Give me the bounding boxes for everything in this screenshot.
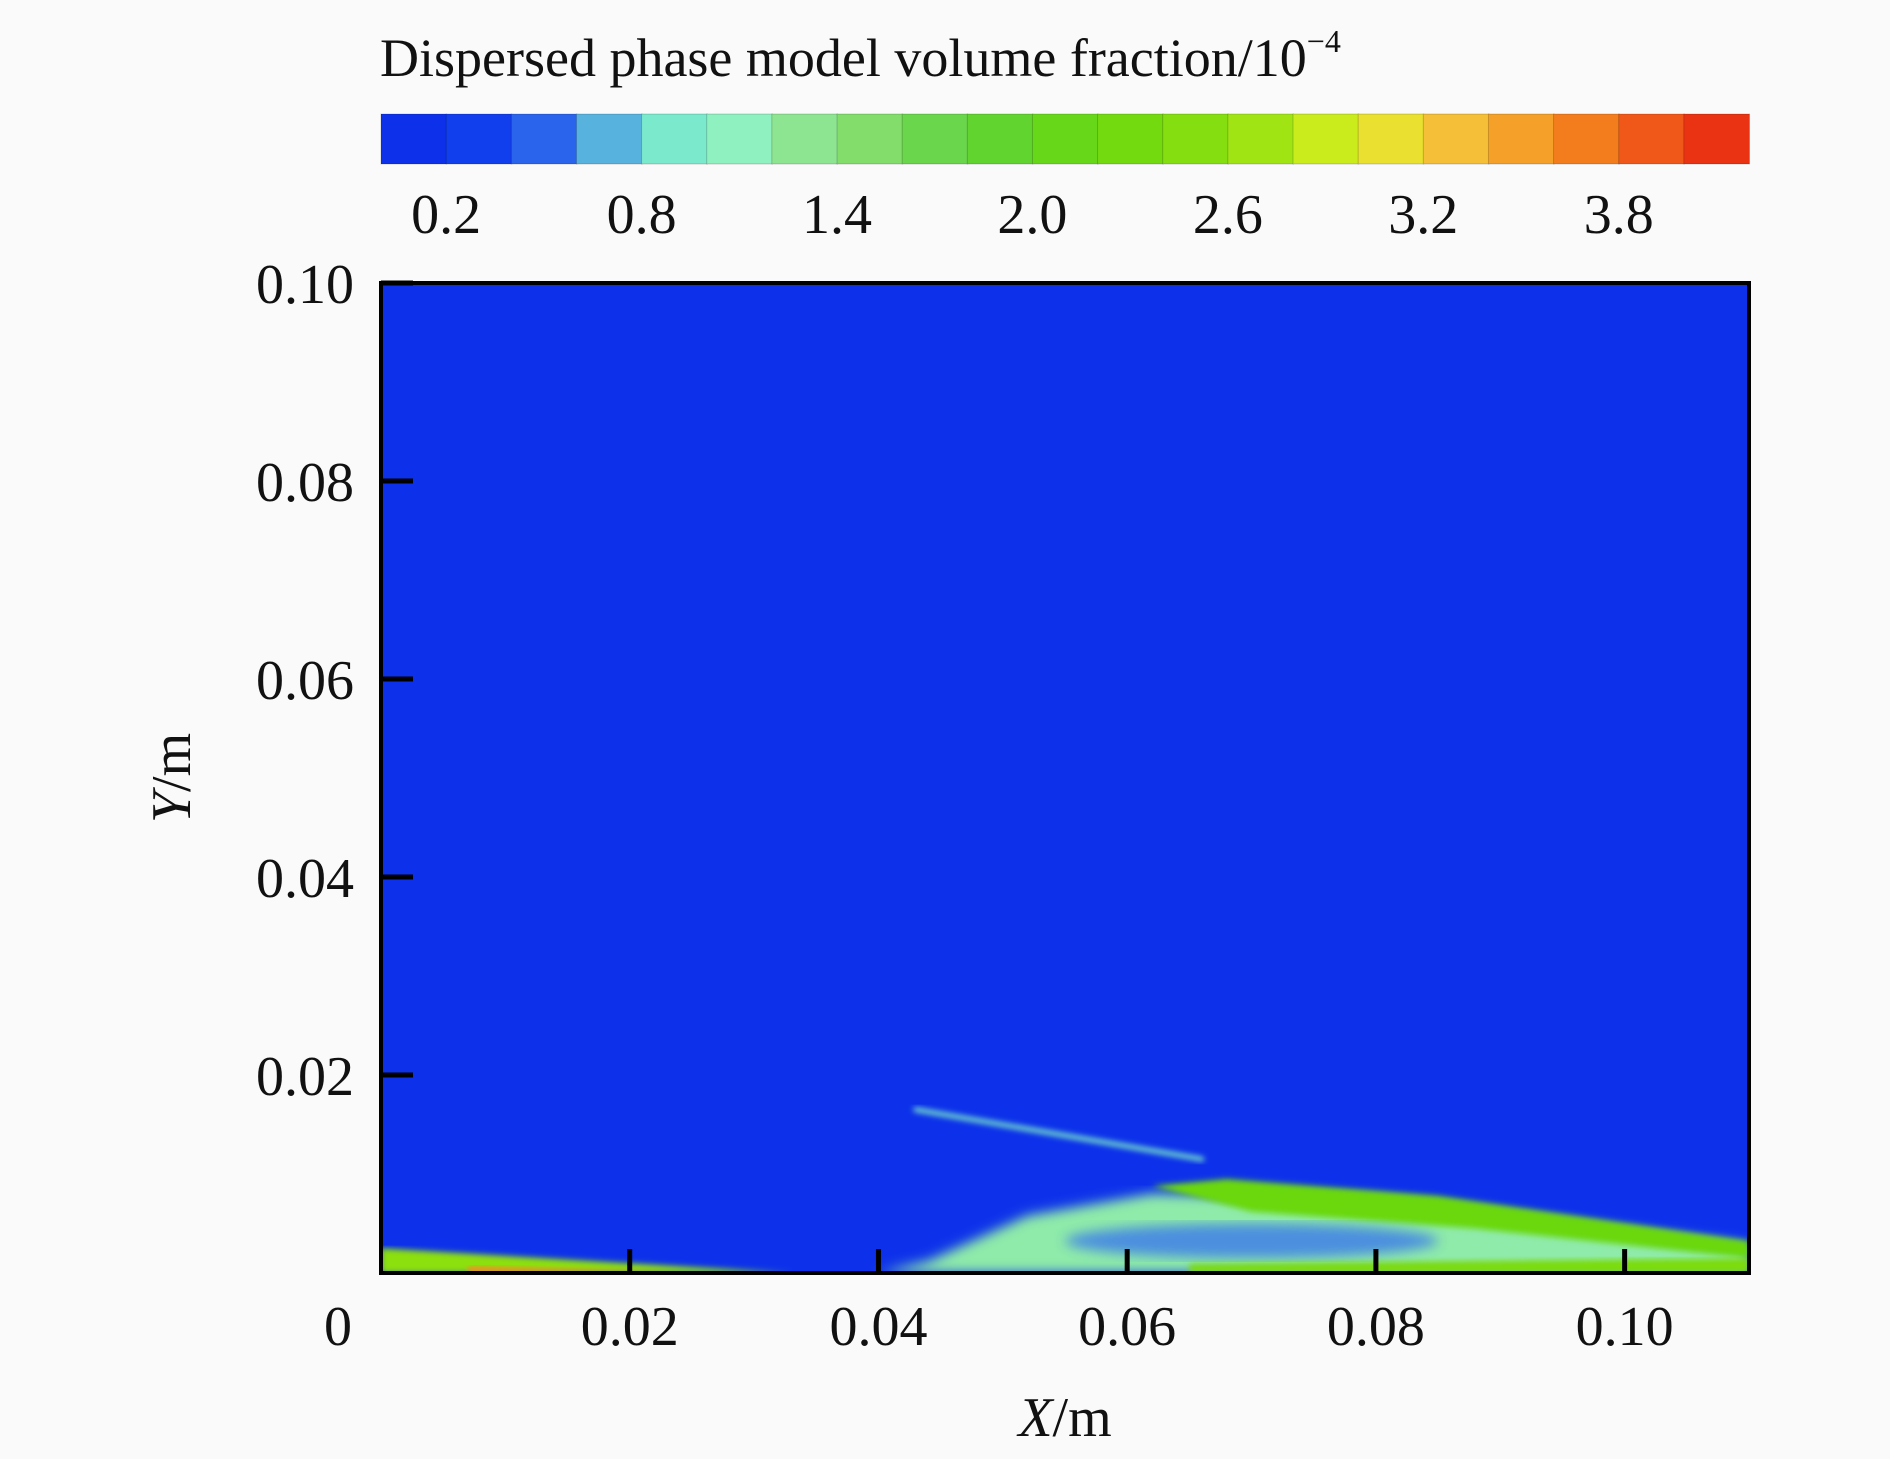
colorbar-segment <box>1683 113 1751 165</box>
colorbar-tick-label: 3.2 <box>1388 184 1458 246</box>
colorbar-segment <box>1618 113 1685 165</box>
colorbar-tick-label: 3.8 <box>1584 184 1654 246</box>
y-axis-name: Y <box>141 786 203 823</box>
volume-fraction-field <box>381 1107 1749 1273</box>
y-axis-title: Y/m <box>141 733 203 823</box>
y-tick-label: 0.04 <box>256 848 354 910</box>
colorbar-segment <box>1031 113 1099 165</box>
colorbar-segment <box>641 113 708 165</box>
colorbar-segment <box>575 113 643 165</box>
colorbar-segment <box>380 113 448 165</box>
colorbar-segment <box>445 113 513 165</box>
colorbar-segment <box>1227 113 1295 165</box>
field-region <box>913 1107 1205 1162</box>
y-axis-ticks: 0.02 0.04 0.06 0.08 0.10 <box>256 254 413 1108</box>
x-tick-label: 0.10 <box>1576 1296 1674 1358</box>
colorbar-segment <box>1357 113 1425 165</box>
field-region <box>1065 1223 1439 1259</box>
colorbar-tick-labels: 0.2 0.8 1.4 2.0 2.6 3.2 3.8 <box>411 184 1654 246</box>
colorbar-tick-label: 1.4 <box>802 184 872 246</box>
colorbar-tick-label: 0.8 <box>607 184 677 246</box>
colorbar-segment <box>1097 113 1164 165</box>
y-tick-label: 0.06 <box>256 650 354 712</box>
x-tick-label: 0 <box>324 1296 352 1358</box>
colorbar-segment <box>901 113 969 165</box>
colorbar-segment <box>1553 113 1620 165</box>
x-tick-label: 0.06 <box>1078 1296 1176 1358</box>
colorbar-title-exponent: −4 <box>1307 23 1341 59</box>
colorbar-segment <box>1487 113 1555 165</box>
plot-area <box>381 283 1749 1273</box>
x-tick-label: 0.02 <box>581 1296 679 1358</box>
x-axis-title: X/m <box>1016 1387 1111 1449</box>
colorbar-title-text: Dispersed phase model volume fraction/10 <box>380 28 1307 88</box>
colorbar-segment <box>1292 113 1360 165</box>
plot-frame <box>379 281 1751 1275</box>
y-tick-label: 0.10 <box>256 254 354 316</box>
x-tick-label: 0.08 <box>1327 1296 1425 1358</box>
colorbar-tick-label: 2.0 <box>997 184 1067 246</box>
x-axis-name: X <box>1016 1387 1055 1449</box>
colorbar-segment <box>771 113 838 165</box>
colorbar-segment <box>836 113 904 165</box>
colorbar-tick-label: 0.2 <box>411 184 481 246</box>
colorbar-segment <box>966 113 1034 165</box>
colorbar-segment <box>706 113 773 165</box>
x-axis-ticks: 0 0.02 0.04 0.06 0.08 0.10 <box>324 1249 1674 1358</box>
colorbar-segment <box>1422 113 1490 165</box>
field-region <box>1152 1179 1749 1259</box>
y-axis-unit: /m <box>141 733 203 792</box>
colorbar-tick-label: 2.6 <box>1193 184 1263 246</box>
field-background <box>381 283 1749 1273</box>
colorbar <box>380 113 1751 165</box>
colorbar-segment <box>510 113 578 165</box>
x-tick-label: 0.04 <box>829 1296 927 1358</box>
y-tick-label: 0.02 <box>256 1046 354 1108</box>
colorbar-title: Dispersed phase model volume fraction/10… <box>380 23 1341 88</box>
y-tick-label: 0.08 <box>256 452 354 514</box>
x-axis-unit: /m <box>1053 1387 1112 1449</box>
colorbar-segment <box>1162 113 1229 165</box>
field-region <box>1189 1258 1749 1273</box>
